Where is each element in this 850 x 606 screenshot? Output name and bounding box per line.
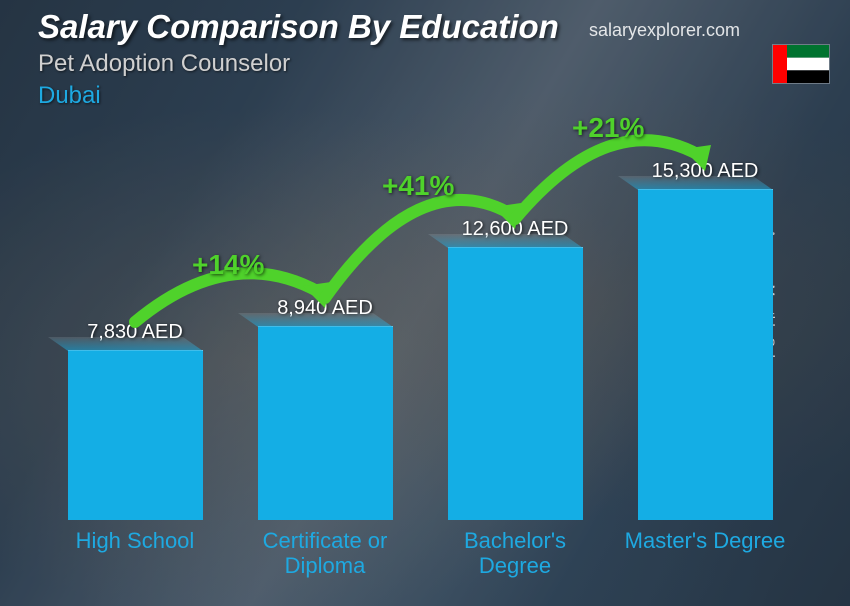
chart-location: Dubai: [38, 82, 101, 110]
bar-label: Master's Degree: [625, 528, 786, 576]
bar-label: High School: [76, 528, 195, 576]
bar: [68, 350, 203, 520]
chart-subtitle: Pet Adoption Counselor: [38, 50, 290, 78]
uae-flag-icon: [772, 44, 830, 84]
watermark-text: salaryexplorer.com: [589, 20, 740, 41]
bar-label: Certificate or Diploma: [235, 528, 415, 576]
content-container: Salary Comparison By Education Pet Adopt…: [0, 0, 850, 606]
increase-label: +21%: [572, 112, 644, 144]
chart-title: Salary Comparison By Education: [38, 8, 559, 46]
bar-group: 7,830 AED High School: [45, 321, 225, 576]
bar-label: Bachelor's Degree: [425, 528, 605, 576]
bar: [258, 326, 393, 520]
increase-label: +14%: [192, 249, 264, 281]
increase-label: +41%: [382, 170, 454, 202]
